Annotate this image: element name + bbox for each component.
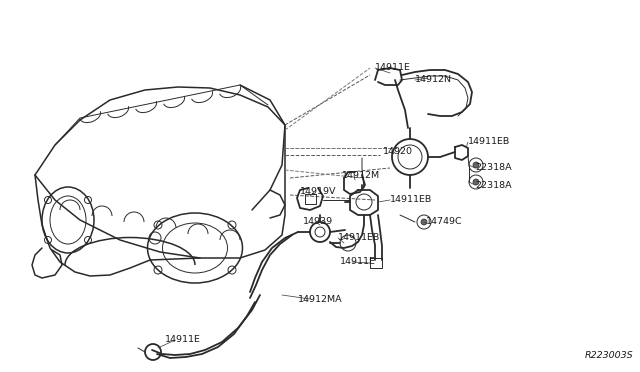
Text: 14920: 14920: [383, 148, 413, 157]
Text: 14911E: 14911E: [340, 257, 376, 266]
Circle shape: [421, 219, 427, 225]
Text: 14912MA: 14912MA: [298, 295, 342, 304]
Text: 14939: 14939: [303, 218, 333, 227]
Text: R223003S: R223003S: [585, 350, 634, 359]
Circle shape: [473, 179, 479, 185]
Circle shape: [473, 162, 479, 168]
Text: 14911E: 14911E: [375, 64, 411, 73]
Text: 14912N: 14912N: [415, 76, 452, 84]
Text: 14911EB: 14911EB: [390, 196, 432, 205]
Text: 14911E: 14911E: [165, 336, 201, 344]
Text: 22318A: 22318A: [475, 180, 511, 189]
Text: 14919V: 14919V: [300, 187, 337, 196]
Text: 14749C: 14749C: [426, 218, 463, 227]
Text: 14911EB: 14911EB: [338, 234, 380, 243]
Text: 14911EB: 14911EB: [468, 138, 510, 147]
Text: 14912M: 14912M: [342, 170, 380, 180]
Text: 22318A: 22318A: [475, 164, 511, 173]
